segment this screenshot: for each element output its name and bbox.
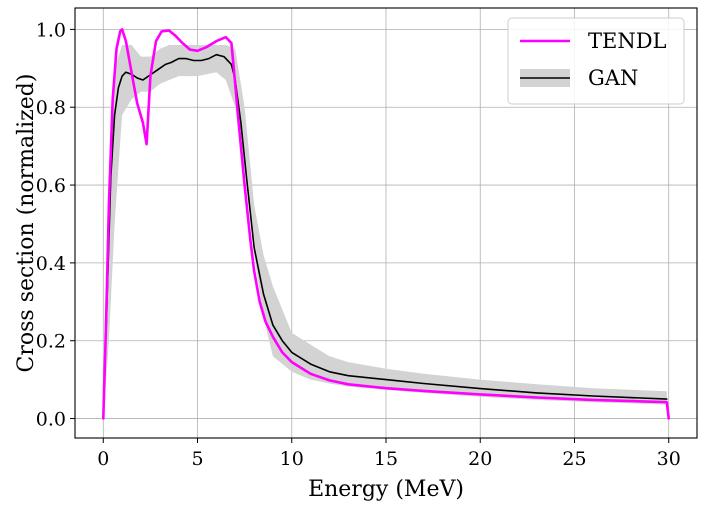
- gan-uncertainty-band: [103, 45, 667, 419]
- series-line-tendl: [102, 28, 671, 420]
- y-tick-label: 0.0: [36, 409, 66, 431]
- y-tick-label: 0.2: [36, 331, 66, 353]
- y-tick-label: 0.4: [36, 253, 66, 275]
- legend-label-tendl: TENDL: [588, 29, 667, 53]
- y-tick-label: 0.6: [36, 175, 66, 197]
- x-tick-label: 30: [657, 448, 681, 470]
- x-tick-label: 10: [280, 448, 304, 470]
- axis-ticks: 0 5 10 15 20 25 30 0.0 0.2 0.4 0.6 0.8 1.0: [36, 19, 681, 470]
- y-axis-label: Cross section (normalized): [14, 74, 39, 373]
- y-tick-label: 0.8: [36, 97, 66, 119]
- x-tick-label: 5: [191, 448, 203, 470]
- x-axis-label: Energy (MeV): [308, 477, 464, 502]
- series-line-gan: [102, 53, 668, 420]
- x-tick-label: 20: [468, 448, 492, 470]
- legend: TENDL GAN: [507, 17, 685, 105]
- x-tick-label: 15: [374, 448, 398, 470]
- y-tick-label: 1.0: [36, 19, 66, 41]
- x-tick-label: 0: [97, 448, 109, 470]
- legend-label-gan: GAN: [588, 66, 638, 90]
- gan-uncertainty-band-layer: [103, 45, 667, 419]
- x-tick-label: 25: [562, 448, 586, 470]
- series-layer: [102, 28, 671, 420]
